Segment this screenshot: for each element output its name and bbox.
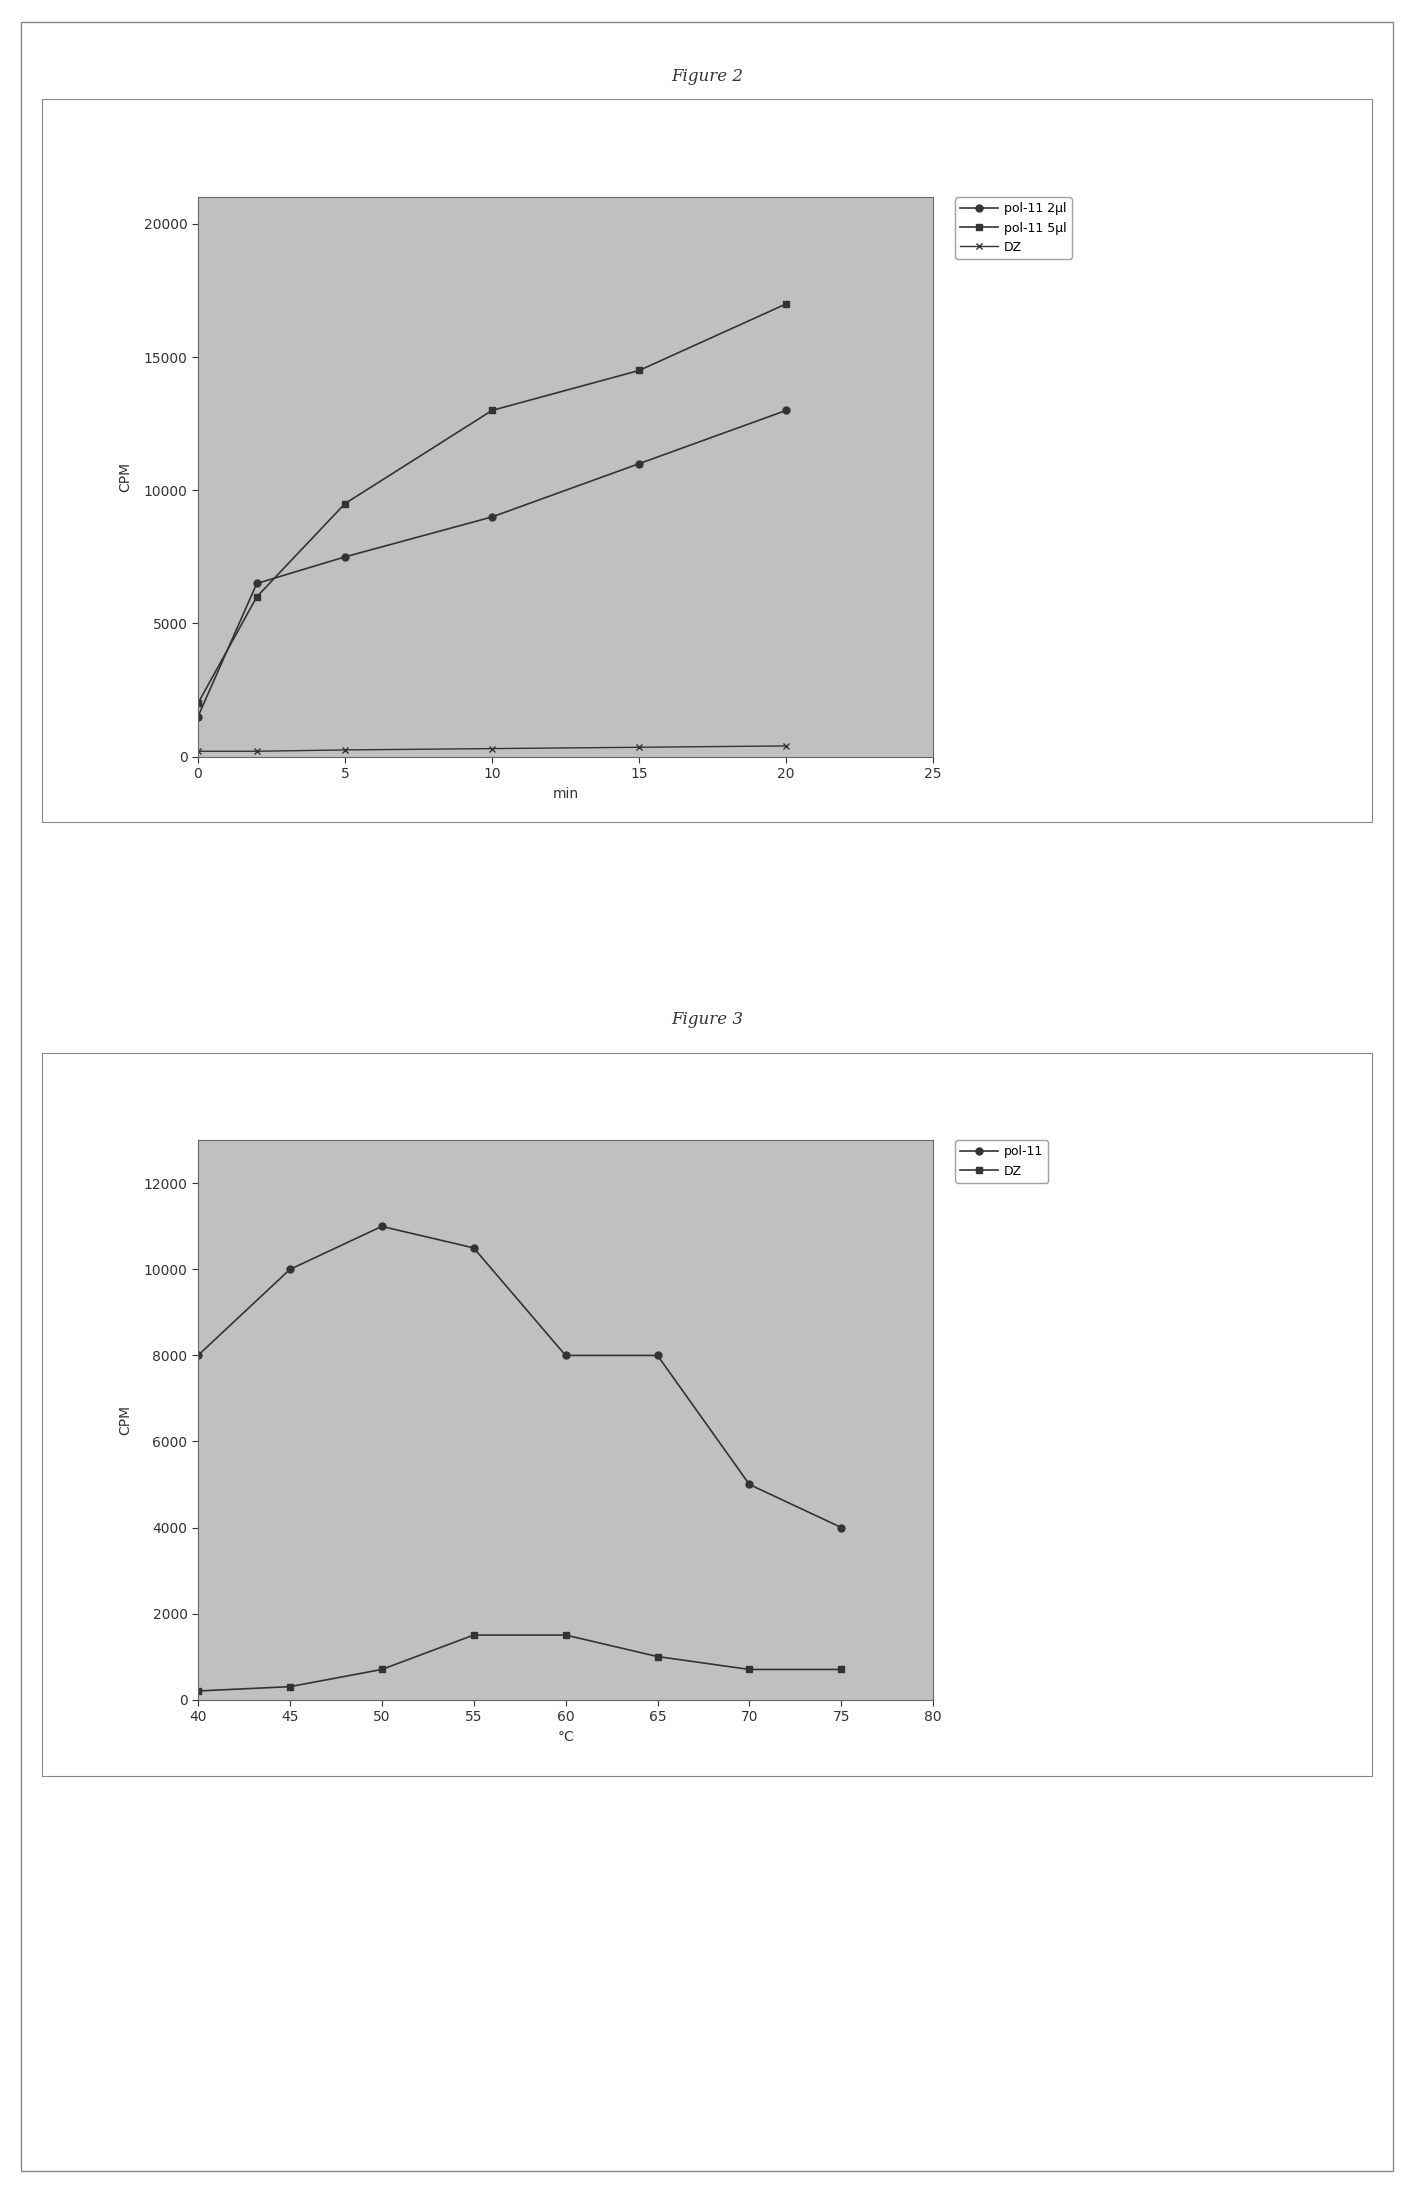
- pol-11: [741, 1472, 758, 1498]
- DZ: [484, 735, 501, 761]
- DZ: [631, 735, 648, 761]
- DZ: [189, 1678, 206, 1704]
- Y-axis label: CPM: CPM: [119, 463, 133, 491]
- pol-11: [649, 1342, 666, 1368]
- X-axis label: min: min: [553, 787, 578, 800]
- Text: Figure 3: Figure 3: [672, 1011, 742, 1029]
- pol-11 2µl: [484, 504, 501, 531]
- pol-11 2µl: [249, 570, 266, 596]
- X-axis label: °C: °C: [557, 1730, 574, 1743]
- DZ: [337, 737, 354, 763]
- DZ: [465, 1623, 482, 1649]
- pol-11 2µl: [189, 704, 206, 730]
- Line: pol-11 2µl: pol-11 2µl: [195, 408, 789, 719]
- pol-11: [833, 1515, 850, 1542]
- Legend: pol-11, DZ: pol-11, DZ: [956, 1140, 1048, 1182]
- Line: pol-11 5µl: pol-11 5µl: [195, 300, 789, 706]
- Legend: pol-11 2µl, pol-11 5µl, DZ: pol-11 2µl, pol-11 5µl, DZ: [956, 197, 1072, 259]
- pol-11 5µl: [249, 583, 266, 610]
- pol-11: [189, 1342, 206, 1368]
- DZ: [249, 739, 266, 765]
- Y-axis label: CPM: CPM: [119, 1406, 133, 1434]
- Text: Figure 2: Figure 2: [672, 68, 742, 86]
- DZ: [649, 1643, 666, 1669]
- DZ: [557, 1623, 574, 1649]
- Line: pol-11: pol-11: [195, 1224, 844, 1531]
- pol-11 5µl: [337, 491, 354, 518]
- pol-11 5µl: [778, 292, 795, 318]
- DZ: [778, 732, 795, 759]
- DZ: [833, 1656, 850, 1682]
- pol-11 2µl: [337, 544, 354, 570]
- pol-11: [465, 1235, 482, 1261]
- Line: DZ: DZ: [195, 1632, 844, 1695]
- pol-11 2µl: [778, 397, 795, 423]
- pol-11 5µl: [189, 691, 206, 717]
- pol-11 5µl: [631, 357, 648, 384]
- Line: DZ: DZ: [195, 743, 789, 754]
- DZ: [741, 1656, 758, 1682]
- pol-11: [281, 1257, 298, 1283]
- pol-11 2µl: [631, 450, 648, 476]
- DZ: [189, 739, 206, 765]
- pol-11: [557, 1342, 574, 1368]
- pol-11 5µl: [484, 397, 501, 423]
- pol-11: [373, 1213, 390, 1239]
- DZ: [281, 1673, 298, 1700]
- DZ: [373, 1656, 390, 1682]
